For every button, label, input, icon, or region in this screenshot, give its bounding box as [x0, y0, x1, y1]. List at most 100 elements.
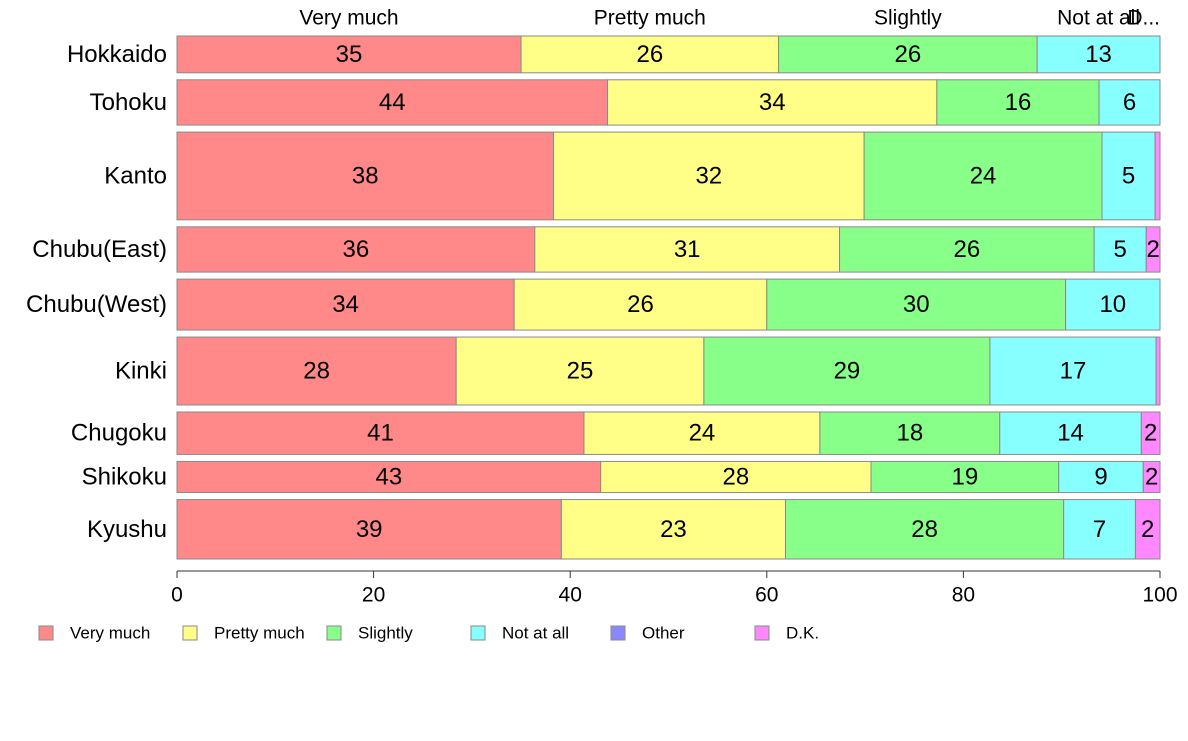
region-label: Tohoku — [90, 89, 167, 116]
region-label: Chubu(East) — [32, 236, 167, 263]
bar-segment — [176, 226, 536, 273]
bar-segment — [552, 131, 865, 221]
top-category-label: Very much — [299, 7, 398, 30]
region-label: Kinki — [115, 358, 167, 385]
region-label: Chugoku — [71, 420, 167, 447]
data-label: 39 — [356, 516, 383, 543]
data-label: 2 — [1141, 516, 1154, 543]
legend-swatch — [610, 625, 626, 641]
bar-segment — [520, 35, 780, 74]
legend-swatch — [470, 625, 486, 641]
data-label: 28 — [303, 358, 330, 385]
bar-segment — [1140, 411, 1161, 455]
region-label: Kyushu — [87, 516, 167, 543]
data-label: 14 — [1057, 420, 1084, 447]
legend-swatch — [182, 625, 198, 641]
bar-segment — [1154, 131, 1161, 221]
bar-segment — [176, 131, 554, 221]
bar-segment — [560, 499, 786, 560]
legend-label: Very much — [70, 624, 150, 643]
bar-segment — [1093, 226, 1147, 273]
data-label: 28 — [722, 463, 749, 490]
data-label: 28 — [911, 516, 938, 543]
data-label: 5 — [1122, 162, 1135, 189]
data-label: 2 — [1146, 236, 1159, 263]
data-label: 32 — [695, 162, 722, 189]
bar-segment — [1065, 278, 1161, 331]
data-label: 18 — [896, 420, 923, 447]
bar-segment — [534, 226, 841, 273]
bar-segment — [766, 278, 1067, 331]
data-label: 6 — [1123, 89, 1136, 116]
bar-segment — [176, 336, 457, 406]
data-label: 16 — [1005, 89, 1032, 116]
x-tick-label: 80 — [952, 584, 975, 607]
bar-segment — [176, 460, 602, 494]
data-label: 26 — [895, 41, 922, 68]
x-tick-label: 60 — [755, 584, 778, 607]
data-label: 29 — [834, 358, 861, 385]
legend-label: Slightly — [358, 624, 413, 643]
legend-label: Pretty much — [214, 624, 305, 643]
legend-label: D.K. — [786, 624, 819, 643]
bar-segment — [1155, 336, 1161, 406]
x-tick-label: 0 — [171, 584, 183, 607]
bar-segment — [1145, 226, 1161, 273]
bar-segment — [1063, 499, 1136, 560]
data-label: 30 — [903, 291, 930, 318]
bar-segment — [784, 499, 1065, 560]
data-label: 2 — [1145, 463, 1158, 490]
data-label: 36 — [343, 236, 370, 263]
region-label: Hokkaido — [67, 41, 167, 68]
bar-segment — [1058, 460, 1144, 494]
bar-segment — [1098, 79, 1161, 126]
data-label: 13 — [1085, 41, 1112, 68]
legend-swatch — [754, 625, 770, 641]
data-label: 34 — [759, 89, 786, 116]
data-label: 24 — [970, 162, 997, 189]
bar-segment — [778, 35, 1038, 74]
bar-segment — [600, 460, 872, 494]
top-category-label: Not at all — [1057, 7, 1140, 30]
data-label: 38 — [352, 162, 379, 189]
data-label: 7 — [1093, 516, 1106, 543]
bar-segment — [583, 411, 821, 455]
data-label: 34 — [332, 291, 359, 318]
legend-label: Not at all — [502, 624, 569, 643]
data-label: 31 — [674, 236, 701, 263]
x-tick-label: 40 — [559, 584, 582, 607]
top-category-label: Pretty much — [594, 7, 706, 30]
bar-segment — [176, 411, 585, 455]
bar-segment — [989, 336, 1157, 406]
data-label: 26 — [953, 236, 980, 263]
bar-segment — [1134, 499, 1161, 560]
data-label: 19 — [952, 463, 979, 490]
bar-segment — [607, 79, 938, 126]
bar-segment — [1036, 35, 1161, 74]
bar-segment — [936, 79, 1100, 126]
legend-swatch — [326, 625, 342, 641]
legend-swatch — [38, 625, 54, 641]
bar-segment — [1101, 131, 1156, 221]
bar-segment — [870, 460, 1060, 494]
data-label: 25 — [567, 358, 594, 385]
data-label: 17 — [1060, 358, 1087, 385]
top-category-label: D... — [1127, 7, 1160, 30]
data-label: 2 — [1144, 420, 1157, 447]
data-label: 44 — [379, 89, 406, 116]
data-label: 41 — [367, 420, 394, 447]
x-tick-label: 100 — [1142, 584, 1177, 607]
bar-segment — [1142, 460, 1161, 494]
legend-label: Other — [642, 624, 685, 643]
bar-segment — [513, 278, 768, 331]
data-label: 43 — [375, 463, 402, 490]
data-label: 26 — [627, 291, 654, 318]
data-label: 26 — [636, 41, 663, 68]
region-label: Chubu(West) — [26, 291, 167, 318]
region-label: Shikoku — [82, 463, 167, 490]
bar-segment — [176, 499, 562, 560]
data-label: 35 — [336, 41, 363, 68]
data-label: 23 — [660, 516, 687, 543]
data-label: 9 — [1094, 463, 1107, 490]
